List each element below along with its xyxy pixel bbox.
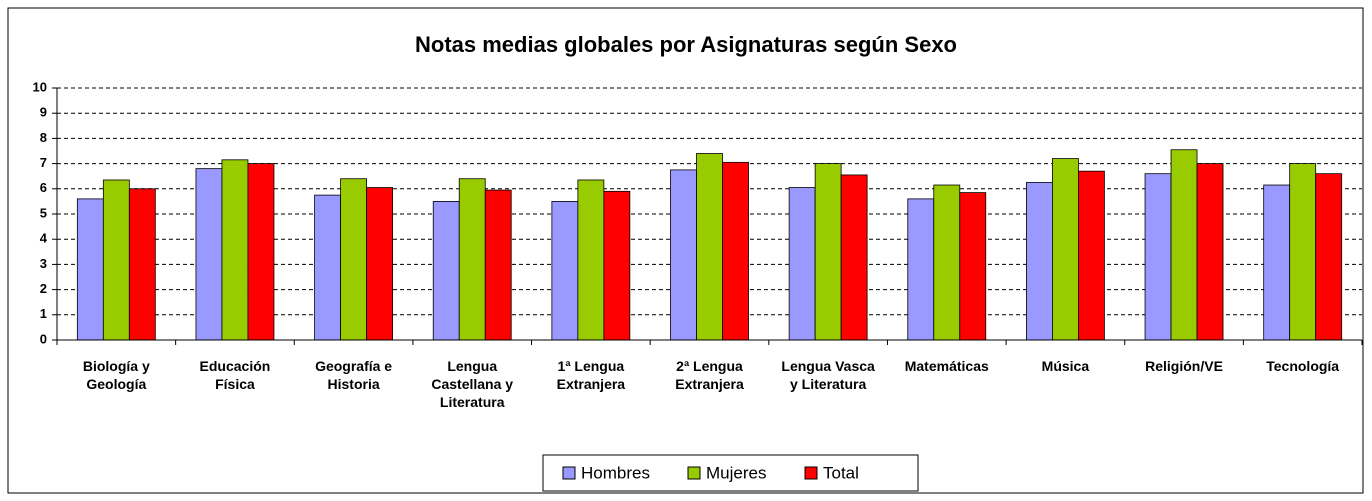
bar	[603, 190, 631, 341]
legend-label: Total	[823, 463, 859, 482]
bar	[1196, 163, 1224, 341]
x-tick-label: 1ª Lengua Extranjera	[556, 358, 626, 392]
bar	[1078, 170, 1105, 341]
y-tick-label: 8	[40, 130, 47, 145]
bar	[907, 198, 935, 341]
bar	[840, 174, 868, 341]
y-tick-label: 5	[40, 205, 47, 220]
y-tick-label: 9	[40, 105, 47, 120]
bar	[577, 179, 605, 341]
legend-box	[542, 454, 919, 492]
bar	[551, 200, 579, 341]
bar	[458, 178, 486, 341]
legend-label: Hombres	[581, 463, 650, 482]
bar	[1052, 158, 1079, 341]
x-tick-label: Matemáticas	[904, 358, 989, 374]
x-tick-label: Lengua Castellana y Literatura	[431, 358, 514, 410]
legend-swatch	[804, 466, 818, 480]
bar	[933, 184, 961, 341]
y-tick-label: 4	[40, 231, 48, 246]
y-tick-label: 2	[40, 281, 47, 296]
bar	[814, 163, 842, 341]
y-tick-label: 7	[40, 155, 47, 170]
x-tick-label: Religión/VE	[1145, 358, 1223, 374]
bar	[221, 159, 249, 341]
x-tick-label: Lengua Vasca y Literatura	[781, 358, 875, 392]
y-tick-label: 10	[33, 79, 47, 94]
bar	[102, 179, 130, 341]
x-tick-label: Geografía e Historia	[315, 358, 393, 392]
legend-label: Mujeres	[706, 463, 766, 482]
bar	[1144, 173, 1172, 341]
bar	[195, 168, 223, 341]
x-tick-label: 2ª Lengua Extranjera	[675, 358, 744, 392]
y-tick-label: 0	[40, 331, 47, 346]
bar	[696, 153, 723, 341]
y-tick-label: 1	[40, 306, 47, 321]
y-tick-label: 3	[40, 256, 47, 271]
bar	[484, 189, 512, 341]
x-tick-label: Biología y Geología	[82, 358, 150, 392]
bar	[1289, 163, 1317, 341]
bar	[247, 163, 275, 341]
bar	[432, 200, 460, 341]
bar	[670, 169, 697, 341]
legend-swatch	[687, 466, 701, 480]
bar	[788, 187, 816, 341]
bar	[366, 187, 393, 341]
y-tick-label: 6	[40, 180, 47, 195]
bar	[722, 161, 749, 341]
bar	[128, 188, 156, 341]
chart-title: Notas medias globales por Asignaturas se…	[415, 32, 957, 57]
bar	[1315, 173, 1343, 341]
x-tick-label: Tecnología	[1266, 358, 1340, 374]
legend-swatch	[562, 466, 576, 480]
bar	[1170, 149, 1198, 341]
bar	[959, 192, 987, 341]
bar	[76, 198, 104, 341]
bar	[314, 194, 341, 341]
bar	[1026, 182, 1053, 341]
bar	[340, 178, 367, 341]
x-tick-label: Educación Física	[199, 358, 271, 392]
bar	[1263, 184, 1291, 341]
x-tick-label: Música	[1041, 358, 1090, 374]
